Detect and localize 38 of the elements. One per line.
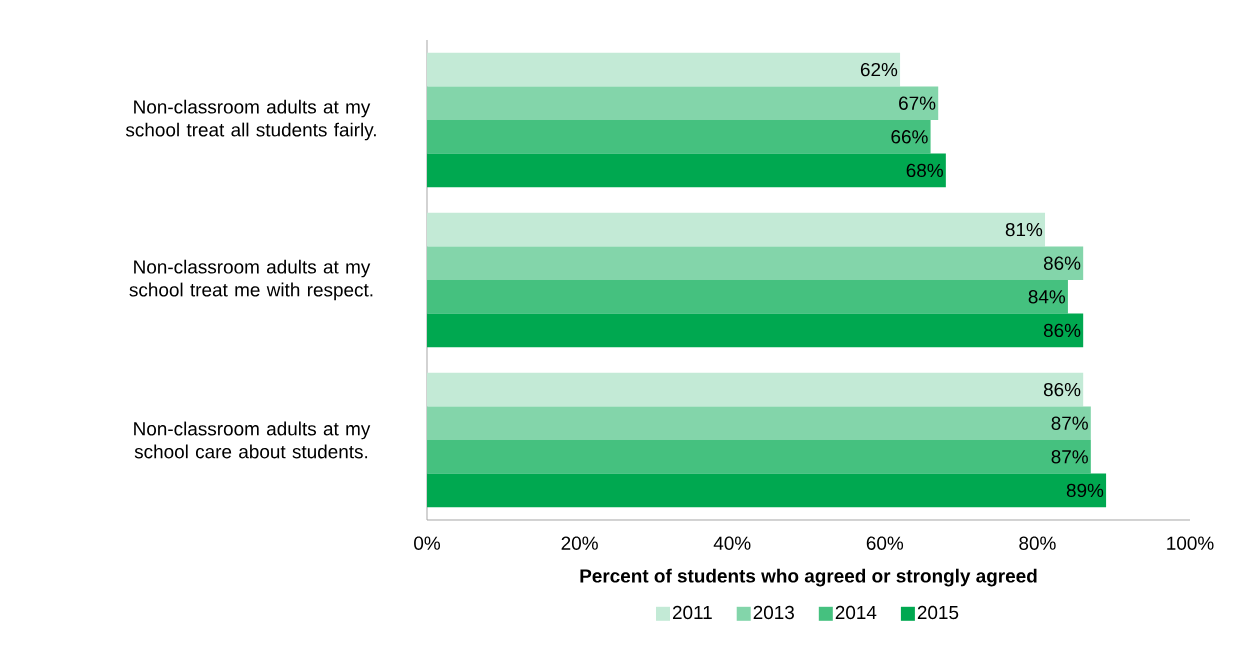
x-tick-label: 0% [414, 536, 441, 550]
data-label: 86% [1043, 382, 1081, 397]
data-label: 84% [1028, 290, 1066, 304]
bar [427, 153, 946, 188]
data-label: 68% [906, 163, 943, 178]
data-label: 62% [860, 62, 898, 77]
data-label: 67% [899, 96, 936, 110]
bar [427, 313, 1084, 348]
bar [427, 439, 1091, 474]
bar [427, 52, 901, 87]
bar [427, 86, 939, 120]
legend-label: 2014 [835, 605, 877, 620]
y-tick-label: Non-classroom adults at my school care about students. [134, 421, 371, 459]
bar [427, 212, 1046, 247]
legend-label: 2013 [753, 605, 794, 620]
x-tick-label: 20% [561, 536, 598, 550]
bar [427, 473, 1107, 508]
bar [427, 246, 1084, 280]
y-tick-label: Non-classroom adults at my school treat all students fairly. [125, 99, 376, 141]
x-tick-label: 100% [1167, 536, 1214, 550]
bar [427, 120, 931, 154]
x-tick-label: 80% [1019, 536, 1056, 550]
data-label: 81% [1005, 222, 1043, 237]
x-tick-label: 60% [866, 536, 904, 550]
data-label: 86% [1043, 323, 1081, 338]
bar [427, 406, 1091, 440]
x-tick-label: 40% [713, 536, 751, 550]
legend-label: 2011 [672, 605, 712, 620]
x-axis-title: Percent of students who agreed or strongly agreed [580, 568, 1037, 587]
y-tick-label: Non-classroom adults at my school treat me with respect. [129, 259, 373, 301]
data-label: 89% [1066, 483, 1104, 498]
data-label: 87% [1051, 450, 1088, 464]
data-label: 66% [891, 130, 928, 144]
bar [427, 279, 1068, 314]
data-label: 86% [1043, 256, 1081, 270]
data-label: 87% [1051, 416, 1088, 430]
bar [427, 372, 1084, 407]
legend-label: 2015 [917, 605, 959, 620]
